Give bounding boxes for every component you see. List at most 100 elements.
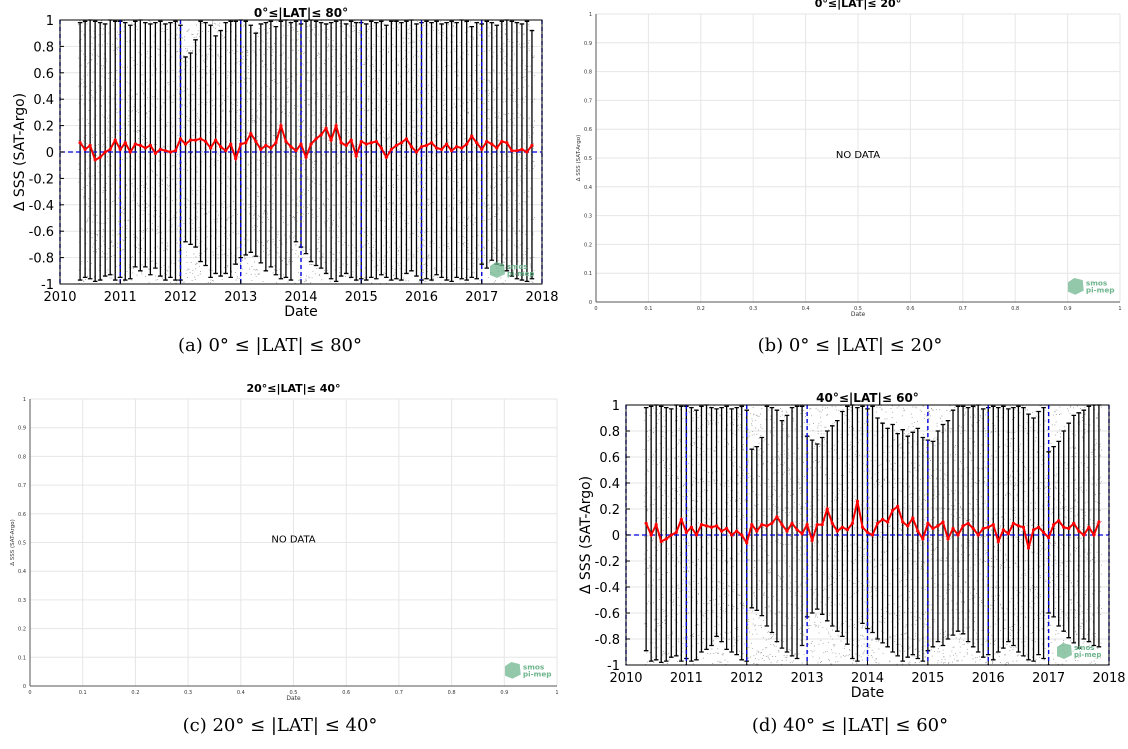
y-tick-label: 0.2 — [584, 242, 592, 248]
median-point — [865, 530, 870, 534]
median-point — [1041, 530, 1046, 534]
error-bar — [474, 21, 479, 280]
y-tick-label: 0.4 — [584, 185, 592, 191]
error-bar — [97, 21, 103, 281]
median-point — [138, 143, 142, 147]
median-point — [805, 523, 809, 527]
median-point — [374, 139, 378, 144]
x-tick-label: 1 — [555, 690, 558, 696]
error-bar — [248, 24, 254, 253]
median-point — [911, 516, 915, 520]
median-point — [284, 139, 288, 144]
error-bar — [268, 20, 274, 268]
median-point — [384, 155, 388, 159]
error-bar — [484, 20, 490, 269]
x-axis-label: Date — [284, 304, 317, 320]
x-tick-label: 0.6 — [906, 306, 914, 312]
x-tick-label: 0.5 — [290, 690, 298, 696]
x-tick-label: 0.8 — [1011, 306, 1019, 312]
median-point — [1021, 525, 1026, 529]
smos-logo-line1: smos — [523, 662, 545, 671]
y-tick-label: 0 — [612, 529, 620, 544]
x-tick-label: 2014 — [851, 671, 884, 686]
median-point — [113, 138, 117, 142]
median-point — [704, 524, 709, 528]
median-point — [906, 524, 910, 528]
median-point — [684, 530, 688, 534]
median-point — [359, 139, 363, 144]
median-point — [740, 533, 744, 537]
error-bar — [1011, 406, 1016, 647]
x-tick-label: 2018 — [1092, 671, 1125, 686]
error-bar — [343, 23, 349, 275]
median-point — [279, 124, 283, 128]
error-bar — [464, 20, 469, 281]
x-tick-label: 2015 — [345, 290, 378, 305]
median-point — [163, 149, 168, 153]
x-tick-label: 0.8 — [448, 690, 456, 696]
error-bar — [714, 408, 719, 638]
median-point — [760, 523, 764, 527]
median-point — [986, 525, 990, 529]
error-bar — [288, 21, 294, 281]
error-bar — [970, 405, 976, 648]
median-point — [855, 499, 860, 503]
error-bar — [1051, 445, 1056, 618]
error-bar — [754, 445, 760, 612]
x-tick-label: 0.7 — [959, 306, 967, 312]
median-point — [694, 533, 699, 537]
x-tick-label: 0.1 — [79, 690, 87, 696]
median-point — [689, 525, 694, 529]
median-point — [93, 158, 97, 162]
x-tick-label: 2013 — [791, 671, 824, 686]
median-point — [810, 538, 814, 542]
y-tick-label: 0.1 — [584, 271, 592, 277]
error-bar — [208, 24, 213, 279]
y-tick-label: -0.6 — [29, 225, 54, 240]
median-point — [419, 145, 424, 149]
error-bar — [193, 39, 198, 248]
smos-logo-shape — [1068, 278, 1084, 295]
error-bar — [198, 20, 203, 263]
median-point — [714, 524, 719, 528]
error-bar — [77, 21, 83, 281]
median-point — [1062, 525, 1066, 529]
median-point — [269, 146, 273, 150]
smos-logo-line1: smos — [1086, 278, 1108, 287]
y-tick-label: 0.7 — [584, 98, 592, 104]
median-point — [755, 529, 759, 533]
chart-title: 0°≤|LAT|≤ 20° — [815, 0, 901, 10]
x-tick-label: 0 — [594, 306, 597, 312]
smos-logo-shape — [1057, 643, 1072, 659]
median-point — [921, 537, 925, 541]
error-bar — [123, 21, 128, 281]
median-point — [123, 141, 127, 145]
median-point — [1011, 521, 1016, 525]
median-point — [780, 523, 784, 527]
median-point — [669, 533, 673, 537]
caption-a: (a) 0° ≤ |LAT| ≤ 80° — [177, 335, 362, 356]
y-tick-label: 0.3 — [584, 214, 592, 220]
median-point — [314, 137, 318, 141]
y-tick-label: 0.8 — [584, 70, 592, 76]
median-point — [936, 524, 940, 528]
chart-d-svg: -1 -0.8 -0.6 -0.4 -0.2 0 0.2 0.4 0.6 0.8 1 2010 2011… — [578, 391, 1126, 701]
error-bar — [739, 405, 744, 661]
y-tick-label: 0.8 — [18, 454, 26, 460]
smos-logo-line2: pi-mep — [1074, 651, 1101, 659]
median-point — [178, 137, 183, 141]
error-bar — [188, 52, 193, 246]
median-point — [173, 149, 178, 153]
error-bar — [991, 405, 996, 661]
caption-b: (b) 0° ≤ |LAT| ≤ 20° — [757, 335, 943, 356]
median-point — [820, 523, 824, 527]
median-point — [981, 526, 985, 531]
median-point — [254, 139, 258, 144]
median-point — [901, 520, 905, 524]
x-axis-label: Date — [851, 311, 866, 318]
y-tick-label: 0.8 — [599, 425, 620, 440]
error-bar — [153, 21, 158, 269]
error-bar — [414, 23, 419, 277]
error-bar — [845, 405, 850, 645]
